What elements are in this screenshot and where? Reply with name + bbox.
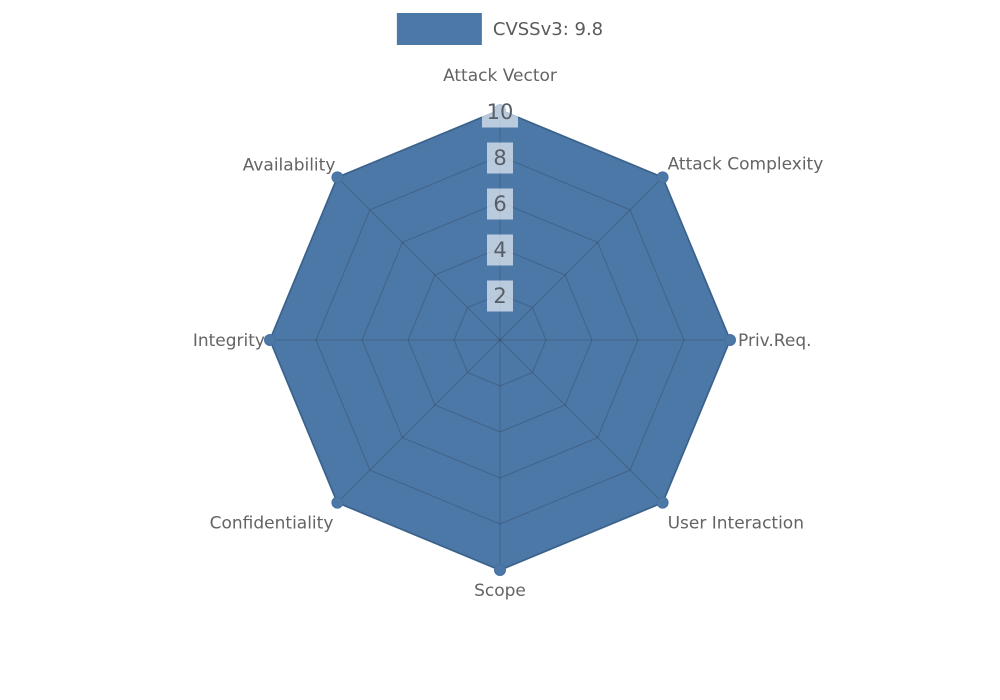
- axis-label-priv-req: Priv.Req.: [738, 331, 812, 351]
- tick-label: 6: [493, 192, 506, 216]
- axis-label-attack-vector: Attack Vector: [443, 66, 557, 86]
- vertex-marker: [264, 334, 276, 346]
- grid-spoke: [337, 339, 501, 503]
- axis-label-attack-complexity: Attack Complexity: [668, 154, 824, 174]
- axis-label-scope: Scope: [474, 581, 526, 601]
- vertex-marker: [331, 496, 344, 509]
- grid-ring: [453, 293, 547, 387]
- tick-label-box: [487, 234, 513, 266]
- vertex-marker: [656, 171, 669, 184]
- axis-label-user-interaction: User Interaction: [668, 514, 804, 534]
- tick-label: 8: [493, 146, 506, 170]
- axis-label-confidentiality: Confidentiality: [210, 514, 334, 534]
- grid-spoke: [337, 177, 501, 341]
- tick-label-box: [482, 96, 518, 128]
- tick-label: 2: [493, 284, 506, 308]
- axis-label-availability: Availability: [243, 155, 336, 175]
- axis-label-integrity: Integrity: [193, 331, 265, 351]
- vertex-marker: [656, 496, 669, 509]
- vertex-marker: [494, 564, 506, 576]
- vertex-marker: [724, 334, 736, 346]
- tick-label-box: [487, 188, 513, 220]
- grid-spoke: [499, 339, 663, 503]
- vertex-marker: [331, 171, 344, 184]
- legend: CVSSv3: 9.8: [396, 13, 604, 45]
- grid-ring: [361, 201, 639, 479]
- tick-label: 10: [487, 100, 514, 124]
- legend-label: CVSSv3: 9.8: [492, 18, 604, 40]
- legend-swatch: [396, 13, 482, 45]
- tick-label: 4: [493, 238, 506, 262]
- tick-label-box: [487, 280, 513, 312]
- grid-spoke: [499, 177, 663, 341]
- grid-ring: [315, 155, 685, 525]
- grid-ring: [407, 247, 593, 433]
- tick-label-box: [487, 142, 513, 174]
